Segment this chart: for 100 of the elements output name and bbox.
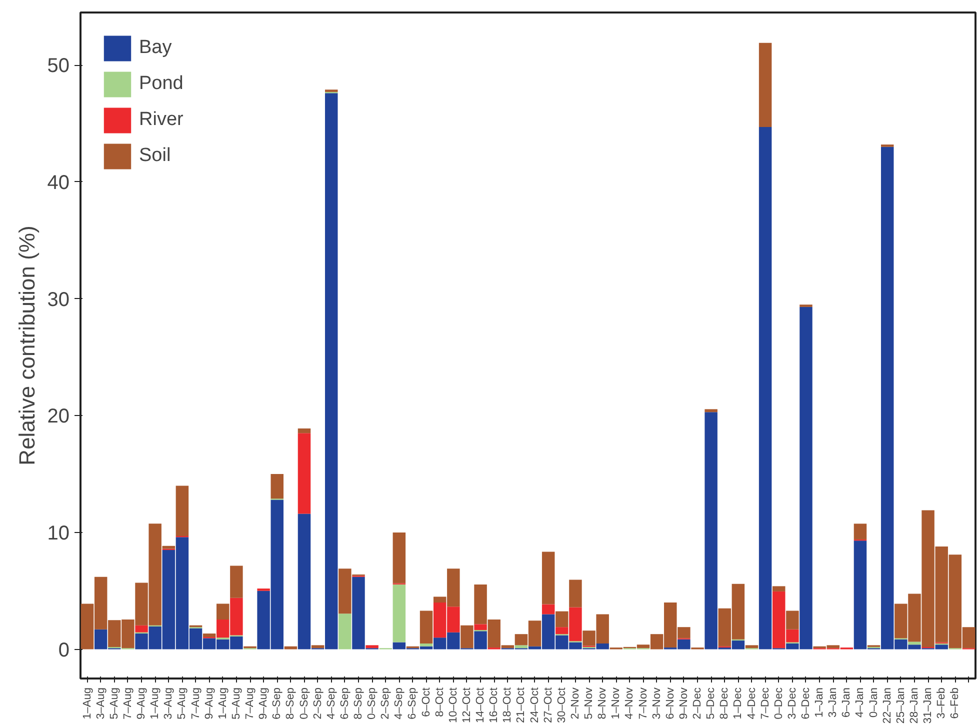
bar — [758, 42, 772, 128]
x-tick-label: 7–Nov — [637, 687, 650, 720]
x-tick-label: 1–Nov — [610, 687, 622, 720]
bar — [460, 625, 474, 648]
bar — [392, 532, 406, 584]
bar — [556, 611, 568, 628]
x-tick-label: 12–Oct — [460, 687, 473, 723]
x-tick-label: 5–Aug — [176, 687, 188, 720]
bar — [854, 524, 867, 540]
x-tick-label: 18–Oct — [502, 687, 514, 723]
legend-label: Pond — [139, 73, 184, 95]
x-tick-label: 8–Nov — [596, 687, 609, 720]
bar — [366, 645, 378, 648]
x-tick-label: 5–Nov — [583, 687, 596, 720]
x-tick-label: 1–Aug — [149, 687, 162, 720]
legend-label: Soil — [139, 145, 171, 167]
x-tick-label: 5–Aug — [230, 687, 242, 720]
x-tick-label: 25–Jan — [894, 687, 907, 724]
x-tick-label: 9–Nov — [678, 687, 690, 720]
x-tick-label: 6–Jan — [840, 687, 853, 718]
x-tick-label: 7–Aug — [244, 687, 256, 720]
y-tick-label: 20 — [47, 406, 70, 428]
bar — [704, 409, 718, 412]
bar — [514, 645, 528, 648]
x-tick-label: 3–Feb — [936, 687, 948, 719]
x-tick-label: 9–Aug — [203, 687, 216, 720]
bar — [311, 645, 324, 648]
x-tick-label: 3–Jan — [827, 687, 840, 718]
bar — [298, 428, 311, 434]
bar — [298, 433, 311, 514]
x-tick-label: 31–Jan — [922, 687, 934, 724]
bar — [420, 610, 433, 644]
x-tick-label: 3–Nov — [650, 687, 663, 720]
x-tick-label: 7–Aug — [190, 687, 202, 720]
x-tick-label: 4–Jan — [854, 687, 866, 718]
bar — [542, 604, 555, 614]
x-tick-label: 0–Sep — [298, 687, 310, 720]
x-tick-label: 16–Oct — [488, 687, 500, 723]
y-tick-label: 0 — [58, 639, 70, 662]
x-tick-label: 1–Aug — [81, 687, 94, 720]
bar — [542, 552, 555, 604]
y-axis-title: Relative contribution (%) — [14, 226, 40, 466]
x-tick-label: 8–Sep — [284, 687, 297, 720]
x-tick-label: 0–Jan — [868, 687, 880, 718]
bar — [270, 474, 284, 499]
x-tick-label: 3–Dec — [786, 687, 798, 720]
x-tick-label: 6–Nov — [664, 687, 676, 720]
x-tick-label: 6–Feb — [949, 687, 962, 719]
x-tick-label: 2–Nov — [569, 687, 582, 720]
x-tick-label: 3–Aug — [162, 687, 175, 720]
bar — [135, 625, 148, 632]
x-tick-label: 30–Oct — [556, 687, 568, 723]
x-tick-label: 22–Jan — [881, 687, 894, 724]
x-tick-label: 1–Dec — [732, 687, 744, 720]
x-tick-label: 2–Dec — [692, 687, 704, 720]
x-tick-label: 24–Oct — [528, 687, 541, 723]
x-tick-label: 2–Sep — [380, 687, 392, 720]
y-tick-label: 40 — [47, 172, 70, 194]
legend-label: Bay — [139, 37, 172, 59]
x-tick-label: 7–Aug — [122, 687, 134, 720]
x-tick-label: 3–Aug — [94, 687, 107, 720]
y-tick-label: 30 — [47, 288, 70, 311]
x-tick-label: 6–Oct — [420, 687, 432, 717]
x-tick-label: 7–Dec — [759, 687, 772, 720]
x-tick-label: 5–Aug — [108, 687, 120, 720]
x-tick-label: 10–Oct — [447, 687, 460, 723]
x-tick-label: 2–Sep — [312, 687, 324, 720]
bar — [786, 610, 799, 630]
x-tick-label: 9–Aug — [136, 687, 148, 720]
x-tick-label: 14–Oct — [474, 687, 487, 723]
x-tick-label: 27–Oct — [542, 687, 554, 723]
x-tick-label: 8–Sep — [352, 687, 364, 720]
bar — [420, 643, 433, 646]
bar — [474, 624, 487, 630]
x-tick-label: 0–Dec — [772, 687, 785, 720]
x-tick-label: 5–Dec — [705, 687, 718, 720]
x-tick-label: 8–Oct — [434, 687, 446, 717]
bar — [338, 614, 352, 650]
x-tick-label: 28–Jan — [908, 687, 920, 724]
y-tick-label: 50 — [47, 55, 70, 78]
x-tick-label: 4–Nov — [624, 687, 636, 720]
bar — [176, 486, 189, 536]
x-tick-label: 9–Aug — [258, 687, 270, 720]
x-tick-label: 6–Sep — [406, 687, 419, 720]
bar — [392, 584, 406, 642]
bar — [908, 642, 921, 645]
bar — [745, 645, 758, 648]
bar — [230, 566, 243, 598]
x-tick-label: 1–Aug — [216, 687, 229, 720]
x-tick-label: 4–Sep — [325, 687, 338, 720]
bar — [772, 586, 786, 592]
x-tick-label: 8–Dec — [718, 687, 731, 720]
x-tick-label: 6–Dec — [800, 687, 812, 720]
x-tick-label: 0–Sep — [366, 687, 378, 720]
x-tick-label: 6–Sep — [338, 687, 351, 720]
x-tick-label: 1–Jan — [814, 687, 826, 718]
bar — [216, 604, 230, 620]
x-tick-label: 21–Oct — [515, 687, 528, 723]
x-tick-label: 6–Sep — [271, 687, 284, 720]
x-tick-label: 4–Sep — [393, 687, 406, 720]
